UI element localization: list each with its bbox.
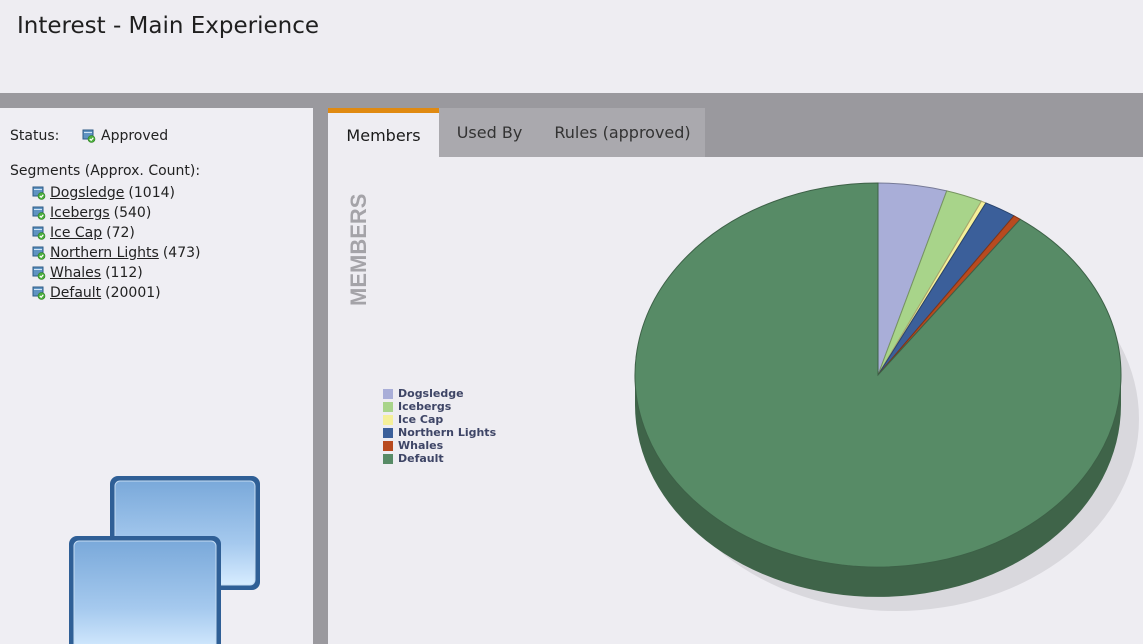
segment-check-icon <box>32 266 46 280</box>
chart-title: MEMBERS <box>342 178 372 308</box>
segment-item: Icebergs (540) <box>32 203 201 223</box>
segment-check-icon <box>32 186 46 200</box>
chart-legend: Dogsledge Icebergs Ice Cap Northern Lights W… <box>383 387 496 465</box>
legend-swatch <box>383 388 393 399</box>
approved-check-icon <box>82 129 96 143</box>
legend-item: Whales <box>383 439 496 452</box>
segment-check-icon <box>32 206 46 220</box>
segments-heading: Segments (Approx. Count): <box>10 163 201 179</box>
segmentation-icon <box>68 475 268 644</box>
segment-link-whales[interactable]: Whales <box>50 265 102 281</box>
legend-label: Icebergs <box>398 400 452 413</box>
segment-check-icon <box>32 286 46 300</box>
page-title: Interest - Main Experience <box>17 13 320 39</box>
segment-link-default[interactable]: Default <box>50 285 102 301</box>
segment-link-dogsledge[interactable]: Dogsledge <box>50 185 125 201</box>
segment-count: (112) <box>105 265 143 281</box>
tab-members[interactable]: Members <box>328 108 439 157</box>
segment-count: (20001) <box>105 285 161 301</box>
segment-count: (1014) <box>128 185 175 201</box>
tab-rules-approved[interactable]: Rules (approved) <box>540 108 705 157</box>
legend-label: Default <box>398 452 444 465</box>
segment-link-northern-lights[interactable]: Northern Lights <box>50 245 159 261</box>
legend-item: Icebergs <box>383 400 496 413</box>
panel-divider <box>313 108 328 644</box>
legend-swatch <box>383 453 393 464</box>
status-label: Status: <box>10 128 60 144</box>
segment-item: Ice Cap (72) <box>32 223 201 243</box>
pie-chart <box>618 168 1143 644</box>
legend-label: Ice Cap <box>398 413 444 426</box>
segment-item: Whales (112) <box>32 263 201 283</box>
legend-label: Dogsledge <box>398 387 464 400</box>
header-band <box>0 93 1143 108</box>
segment-item: Dogsledge (1014) <box>32 183 201 203</box>
segments-block: Segments (Approx. Count): Dogsledge (101… <box>10 163 201 303</box>
title-bar: Interest - Main Experience <box>0 0 1143 93</box>
legend-swatch <box>383 427 393 438</box>
legend-item: Northern Lights <box>383 426 496 439</box>
legend-swatch <box>383 414 393 425</box>
details-panel: Status: Approved Segments (Approx. Count… <box>0 108 313 644</box>
legend-swatch <box>383 401 393 412</box>
segment-link-icebergs[interactable]: Icebergs <box>50 205 110 221</box>
status-row: Status: Approved <box>10 128 168 144</box>
tab-used-by[interactable]: Used By <box>439 108 540 157</box>
segment-count: (473) <box>162 245 201 261</box>
segment-list: Dogsledge (1014) Icebergs (540) Ice Cap … <box>10 183 201 303</box>
segment-link-ice-cap[interactable]: Ice Cap <box>50 225 103 241</box>
tab-strip: Members Used By Rules (approved) <box>328 108 1143 157</box>
segment-item: Northern Lights (473) <box>32 243 201 263</box>
chart-title-text: MEMBERS <box>346 194 371 306</box>
segment-count: (72) <box>106 225 135 241</box>
legend-item: Dogsledge <box>383 387 496 400</box>
segment-count: (540) <box>113 205 152 221</box>
segment-check-icon <box>32 226 46 240</box>
legend-item: Default <box>383 452 496 465</box>
legend-label: Whales <box>398 439 444 452</box>
pie-slice-default <box>634 182 1122 568</box>
legend-swatch <box>383 440 393 451</box>
status-value: Approved <box>101 128 169 144</box>
segment-item: Default (20001) <box>32 283 201 303</box>
legend-label: Northern Lights <box>398 426 497 439</box>
members-panel: Members Used By Rules (approved) MEMBERS… <box>328 108 1143 644</box>
segment-check-icon <box>32 246 46 260</box>
legend-item: Ice Cap <box>383 413 496 426</box>
